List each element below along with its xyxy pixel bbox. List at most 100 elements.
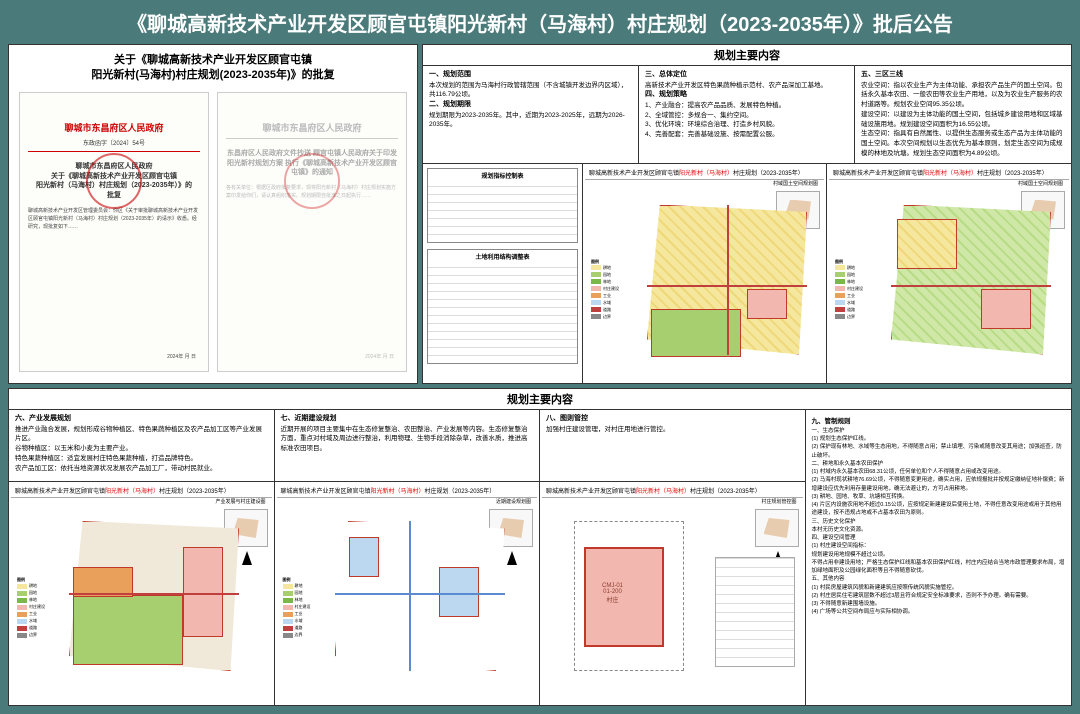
legend-item: 边界 bbox=[17, 632, 61, 638]
legend-item: 村庄建设 bbox=[835, 286, 879, 292]
l3: 3、优化环境：环境综合治理、打造乡村风貌。 bbox=[645, 121, 779, 128]
t-ag: 农业空间：指以农业生产为主体功能、承担农产品生产的国土空间。包括永久基本农田、一… bbox=[861, 82, 1063, 109]
h-zones: 五、三区三线 bbox=[861, 71, 903, 78]
approval-header: 关于《聊城高新技术产业开发区顾官屯镇 阳光新村(马海村)村庄规划(2023-20… bbox=[17, 53, 409, 84]
l2: 2、全域管控：多规合一、集约空间。 bbox=[645, 112, 753, 119]
tuze-table bbox=[715, 557, 795, 667]
c7-b: 近期开展的项目主要集中在生态修复整治、农田整治、产业发展等内容。生态修复整治方面… bbox=[281, 426, 528, 453]
map8-body: CMJ-01 01-200 村庄 bbox=[544, 507, 801, 687]
legend-item: 道路 bbox=[283, 625, 327, 631]
c9-b: 一、生态保护 (1) 规划生态保护红线。 (2) 保护现有林地、水域等生态用地，… bbox=[812, 428, 1065, 616]
map-8: 聊城高新技术产业开发区顾官屯镇阳光新村（马海村）村庄规划（2023-2035年）… bbox=[540, 482, 805, 705]
legend-b: 图例耕地园地林地村庄建设工业水域道路边界 bbox=[835, 259, 879, 321]
c6-text: 六、产业发展规划 推进产业融合发展，规划形成谷物种植区、特色果蔬种植区及农产品加… bbox=[9, 410, 274, 482]
col-7: 七、近期建设规划 近期开展的项目主要集中在生态修复整治、农田整治、产业发展等内容… bbox=[275, 410, 541, 705]
legend-7: 图例耕地园地林地村庄建设工业水域道路边界 bbox=[283, 577, 327, 639]
legend-6: 图例耕地园地林地村庄建设工业水域道路边界 bbox=[17, 577, 61, 639]
map-b: 聊城高新技术产业开发区顾官屯镇阳光新村（马海村）村庄规划（2023-2035年）… bbox=[827, 164, 1071, 385]
doc1-issuer: 聊城市东昌府区人民政府 bbox=[28, 121, 200, 134]
t-pos: 高新技术产业开发区特色果蔬种植示范村、农产品深加工基地。 bbox=[645, 82, 827, 89]
t-build: 建设空间：以建设为主体功能的国土空间，包括城乡建设用地和区域基础设施用地。规划建… bbox=[861, 111, 1063, 128]
legend-item: 园地 bbox=[283, 590, 327, 596]
legend-item: 村庄建设 bbox=[591, 286, 635, 292]
legend-item: 林地 bbox=[283, 597, 327, 603]
legend-item: 耕地 bbox=[17, 583, 61, 589]
doc1-body: 聊城高新技术产业开发区管理委员会：你区《关于审批聊城高新技术产业开发区顾官屯镇阳… bbox=[28, 207, 200, 231]
h-period: 二、规划期限 bbox=[429, 101, 471, 108]
legend-item: 村庄建设 bbox=[17, 604, 61, 610]
section-header-1: 规划主要内容 bbox=[423, 45, 1071, 66]
map7-title: 聊城高新技术产业开发区顾官屯镇阳光新村（马海村）村庄规划（2023-2035年） bbox=[277, 484, 538, 498]
approval-docs: 聊城市东昌府区人民政府 东政函字〔2024〕54号 聊城市东昌府区人民政府 关于… bbox=[17, 92, 409, 372]
mt1-title: 规划指标控制表 bbox=[428, 169, 577, 182]
page-title: 《聊城高新技术产业开发区顾官屯镇阳光新村（马海村）村庄规划（2023-2035年… bbox=[0, 0, 1080, 44]
legend-item: 林地 bbox=[835, 279, 879, 285]
legend-item: 边界 bbox=[591, 314, 635, 320]
legend-item: 水域 bbox=[17, 618, 61, 624]
c8-b: 加强村庄建设管理，对村庄用地进行管控。 bbox=[546, 426, 670, 433]
compass-icon bbox=[238, 551, 256, 575]
c7-h: 七、近期建设规划 bbox=[281, 415, 337, 422]
col-3: 五、三区三线 农业空间：指以农业生产为主体功能、承担农产品生产的国土空间。包括永… bbox=[855, 66, 1071, 163]
t-period: 规划期限为2023-2035年。其中，近期为2023-2025年，远期为2026… bbox=[429, 112, 625, 129]
t-eco: 生态空间：指具有自然属性、以提供生态服务或生态产品为主体功能的国土空间。本次空间… bbox=[861, 130, 1063, 157]
approval-doc-2: 聊城市东昌府区人民政府 东昌府区人民政府文件抄送 顾官屯镇人民政府关于印发阳光新… bbox=[217, 92, 407, 372]
legend-item: 耕地 bbox=[835, 265, 879, 271]
plan-maps-row: 规划指标控制表 土地利用结构调整表 聊城高新技术产业开发区顾官屯镇阳光新村（马海… bbox=[423, 164, 1071, 385]
plan-text-row: 一、规划范围 本次规划的范围为马海村行政管辖范围（不含城镇开发边界内区域），共1… bbox=[423, 66, 1071, 164]
legend-item: 园地 bbox=[591, 272, 635, 278]
legend-item: 边界 bbox=[283, 632, 327, 638]
c9-text: 九、管制规则 一、生态保护 (1) 规划生态保护红线。 (2) 保护现有林地、水… bbox=[806, 410, 1072, 621]
legend-item: 工业 bbox=[17, 611, 61, 617]
c8-text: 八、图则管控 加强村庄建设管理，对村庄用地进行管控。 bbox=[540, 410, 805, 482]
mt2-title: 土地利用结构调整表 bbox=[428, 250, 577, 263]
plan-panel-top: 规划主要内容 一、规划范围 本次规划的范围为马海村行政管辖范围（不含城镇开发边界… bbox=[422, 44, 1072, 384]
map8-sub: 村庄规划管控图 bbox=[542, 498, 803, 505]
legend-item: 水域 bbox=[835, 300, 879, 306]
col-1: 一、规划范围 本次规划的范围为马海村行政管辖范围（不含城镇开发边界内区域），共1… bbox=[423, 66, 639, 163]
legend-item: 道路 bbox=[591, 307, 635, 313]
legend-item: 水域 bbox=[591, 300, 635, 306]
legend-item: 道路 bbox=[17, 625, 61, 631]
doc1-ref: 东政函字〔2024〕54号 bbox=[28, 138, 200, 147]
col-8: 八、图则管控 加强村庄建设管理，对村庄用地进行管控。 聊城高新技术产业开发区顾官… bbox=[540, 410, 806, 705]
map6-sub: 产业发展与村庄建设图 bbox=[11, 498, 272, 505]
legend-item: 工业 bbox=[283, 611, 327, 617]
c6-h: 六、产业发展规划 bbox=[15, 415, 71, 422]
legend-item: 工业 bbox=[835, 293, 879, 299]
h-strat: 四、规划策略 bbox=[645, 91, 687, 98]
legend-item: 边界 bbox=[835, 314, 879, 320]
content-grid: 关于《聊城高新技术产业开发区顾官屯镇 阳光新村(马海村)村庄规划(2023-20… bbox=[8, 44, 1072, 706]
legend-item: 林地 bbox=[17, 597, 61, 603]
map-b-sub: 村域国土空间规划图 bbox=[829, 180, 1069, 187]
c6-b: 推进产业融合发展，规划形成谷物种植区、特色果蔬种植区及农产品加工区等产业发展片区… bbox=[15, 426, 262, 472]
legend-item: 园地 bbox=[835, 272, 879, 278]
legend-item: 工业 bbox=[591, 293, 635, 299]
section-header-2: 规划主要内容 bbox=[9, 389, 1071, 410]
h-pos: 三、总体定位 bbox=[645, 71, 687, 78]
legend-item: 水域 bbox=[283, 618, 327, 624]
official-stamp-icon bbox=[86, 153, 142, 209]
mini-table-2: 土地利用结构调整表 bbox=[427, 249, 578, 364]
map8-title: 聊城高新技术产业开发区顾官屯镇阳光新村（马海村）村庄规划（2023-2035年） bbox=[542, 484, 803, 498]
map-b-body: 图例耕地园地林地村庄建设工业水域道路边界 bbox=[831, 189, 1067, 385]
c7-text: 七、近期建设规划 近期开展的项目主要集中在生态修复整治、农田整治、产业发展等内容… bbox=[275, 410, 540, 482]
map6-body: 图例耕地园地林地村庄建设工业水域道路边界 bbox=[13, 507, 270, 687]
map-a-title: 聊城高新技术产业开发区顾官屯镇阳光新村（马海村）村庄规划（2023-2035年） bbox=[585, 166, 824, 180]
col-2: 三、总体定位 高新技术产业开发区特色果蔬种植示范村、农产品深加工基地。 四、规划… bbox=[639, 66, 855, 163]
c9-h: 九、管制规则 bbox=[812, 417, 1066, 427]
legend-a: 图例耕地园地林地村庄建设工业水域道路边界 bbox=[591, 259, 635, 321]
map6-title: 聊城高新技术产业开发区顾官屯镇阳光新村（马海村）村庄规划（2023-2035年） bbox=[11, 484, 272, 498]
map-7: 聊城高新技术产业开发区顾官屯镇阳光新村（马海村）村庄规划（2023-2035年）… bbox=[275, 482, 540, 705]
mini-table-1: 规划指标控制表 bbox=[427, 168, 578, 243]
plan-panel-bottom: 规划主要内容 六、产业发展规划 推进产业融合发展，规划形成谷物种植区、特色果蔬种… bbox=[8, 388, 1072, 706]
l4: 4、完善配套：完善基础设施、按需配置公服。 bbox=[645, 131, 779, 138]
tuze-label: CMJ-01 01-200 村庄 bbox=[602, 583, 623, 604]
map-b-title: 聊城高新技术产业开发区顾官屯镇阳光新村（马海村）村庄规划（2023-2035年） bbox=[829, 166, 1069, 180]
l1: 1、产业融合：提高农产品品质、发展特色种植。 bbox=[645, 102, 785, 109]
legend-item: 林地 bbox=[591, 279, 635, 285]
tables-cell: 规划指标控制表 土地利用结构调整表 bbox=[423, 164, 583, 385]
map-6: 聊城高新技术产业开发区顾官屯镇阳光新村（马海村）村庄规划（2023-2035年）… bbox=[9, 482, 274, 705]
doc2-date: 2024年 月 日 bbox=[365, 353, 394, 361]
map-a: 聊城高新技术产业开发区顾官屯镇阳光新村（马海村）村庄规划（2023-2035年）… bbox=[583, 164, 827, 385]
